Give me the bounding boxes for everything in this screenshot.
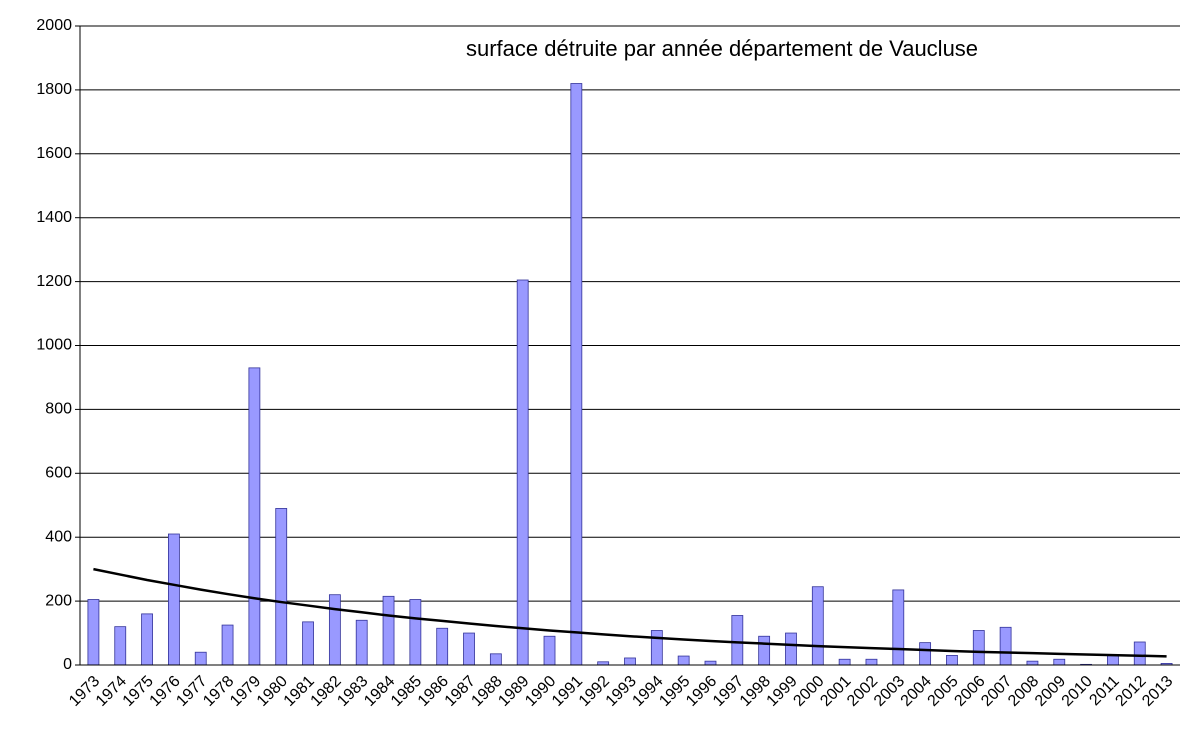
y-tick-label: 1200 [36,273,72,290]
x-tick-label: 2003 [871,673,908,710]
x-tick-label: 1985 [388,673,425,710]
bar [758,635,771,666]
x-tick-label: 1974 [93,673,130,710]
y-tick-label: 600 [45,465,72,482]
x-tick-label: 1973 [66,673,103,710]
bar [865,658,878,666]
bar [570,83,583,666]
x-tick-label: 1999 [764,673,801,710]
bar [919,642,932,666]
bar [302,621,314,666]
bar [731,615,744,666]
bar [168,533,180,666]
x-tick-label: 2010 [1059,673,1096,710]
bar [677,655,690,666]
y-tick-label: 800 [45,401,72,418]
y-tick-label: 200 [45,592,72,609]
bar [248,367,261,666]
bar [1107,655,1119,666]
x-tick-label: 1998 [737,673,774,710]
y-tick-label: 1800 [36,81,72,98]
bar [785,632,797,666]
x-tick-label: 1978 [200,673,237,710]
bar [489,653,502,666]
x-tick-label: 2009 [1032,673,1069,710]
bar [811,586,824,666]
x-tick-label: 1996 [683,673,720,710]
x-tick-label: 1983 [334,673,371,710]
x-tick-label: 1986 [415,673,452,710]
x-tick-label: 1976 [147,673,184,710]
bar [1026,660,1039,666]
x-tick-label: 2001 [817,673,854,710]
bar [355,619,368,666]
x-tick-label: 2005 [925,673,962,710]
bar [1053,658,1066,666]
x-tick-label: 1975 [120,673,157,710]
bar [946,655,958,666]
bar [650,630,663,666]
bar [463,632,475,666]
x-tick-label: 1995 [656,673,693,710]
bar [194,651,207,666]
bar [838,658,851,666]
x-tick-label: 1990 [522,673,559,710]
x-tick-label: 1982 [308,673,345,710]
bar [87,599,100,666]
x-tick-label: 2007 [978,673,1015,710]
bar [382,595,395,666]
x-tick-label: 2012 [1112,673,1149,710]
x-tick-label: 1989 [495,673,532,710]
bar [409,599,422,666]
y-tick-label: 1400 [36,209,72,226]
bar [624,657,636,666]
bar [221,624,234,666]
bar [972,630,985,666]
x-tick-label: 2006 [951,673,988,710]
bar [436,627,449,666]
x-tick-label: 2004 [898,673,935,710]
x-tick-label: 1987 [442,673,479,710]
x-tick-label: 1997 [710,673,747,710]
x-tick-label: 1992 [576,673,613,710]
bar [1133,641,1146,666]
x-tick-label: 2013 [1139,673,1176,710]
y-tick-label: 400 [45,528,72,545]
x-tick-label: 1991 [549,673,586,710]
bar [704,660,717,666]
x-tick-label: 2000 [790,673,827,710]
x-tick-label: 1994 [629,673,666,710]
x-tick-label: 1977 [173,673,210,710]
y-tick-label: 0 [63,656,72,673]
x-tick-label: 1980 [254,673,291,710]
x-tick-label: 1979 [227,673,264,710]
x-tick-label: 1993 [603,673,640,710]
x-tick-label: 1981 [281,673,318,710]
bar [543,635,556,666]
bar [141,613,153,666]
trend-line [93,567,1167,658]
bar [114,626,127,666]
y-tick-label: 1600 [36,145,72,162]
y-tick-label: 1000 [36,337,72,354]
x-tick-label: 2002 [844,673,881,710]
x-tick-label: 1984 [361,673,398,710]
bar [328,594,341,666]
bar [516,279,529,666]
bar [275,508,288,666]
bar [892,589,905,666]
x-tick-label: 2008 [1005,673,1042,710]
x-tick-label: 1988 [468,673,505,710]
chart-title: surface détruite par année département d… [466,36,978,61]
y-tick-label: 2000 [36,17,72,34]
bar [999,626,1012,666]
